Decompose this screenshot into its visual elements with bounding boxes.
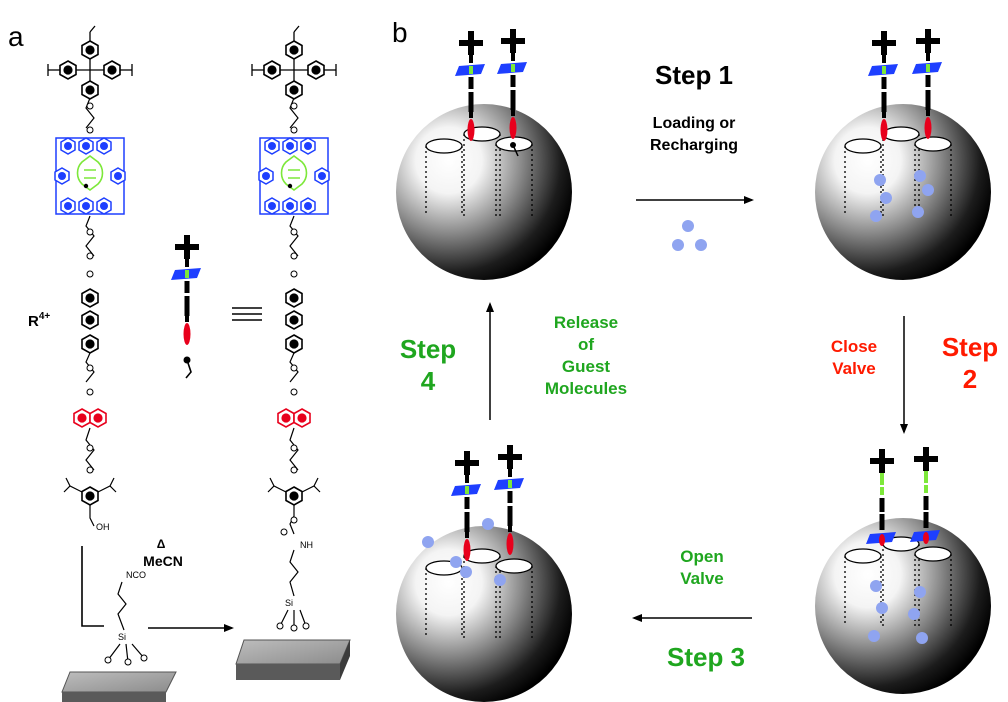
step3-title: Step 3 — [667, 642, 745, 672]
step1-line1: Loading or — [653, 115, 736, 132]
step4-line1: Release — [554, 313, 618, 332]
step2-title-number: 2 — [963, 364, 977, 394]
atom-si-right: Si — [285, 598, 293, 608]
molecule-free-alcohol: OH — [48, 26, 132, 532]
step4-title-word: Step — [400, 334, 456, 364]
step4-line2: of — [578, 335, 594, 354]
step1-title: Step 1 — [655, 60, 733, 90]
step2-line2: Valve — [832, 359, 876, 378]
panel-b-label: b — [392, 17, 408, 48]
surface-isocyanate: NCO Si — [61, 546, 177, 702]
sphere-loaded-closed — [815, 447, 991, 694]
sphere-empty-open — [396, 29, 572, 280]
step3-line2: Valve — [680, 569, 724, 588]
molecule-surface-bound: NH Si — [235, 26, 351, 680]
step3-line1: Open — [680, 547, 723, 566]
step4-title-number: 4 — [421, 366, 436, 396]
rotaxane-cartoon-legend — [171, 235, 262, 379]
step4-line4: Molecules — [545, 379, 627, 398]
step2-title-word: Step — [942, 332, 998, 362]
atom-nh: NH — [300, 540, 313, 550]
atom-nco: NCO — [126, 570, 146, 580]
panel-a-label: a — [8, 21, 24, 52]
atom-oh: OH — [96, 522, 110, 532]
solvent-label: MeCN — [143, 553, 183, 569]
step2-line1: Close — [831, 337, 877, 356]
panel-b: b — [392, 17, 998, 702]
guest-molecules — [672, 220, 707, 251]
delta-symbol: Δ — [157, 537, 166, 551]
atom-si-left: Si — [118, 632, 126, 642]
sphere-releasing-open — [396, 445, 572, 702]
sphere-loaded-open — [815, 29, 991, 280]
r4-label: R4+ — [28, 311, 50, 330]
step4-line3: Guest — [562, 357, 611, 376]
step1-line2: Recharging — [650, 137, 738, 154]
panel-a: a OH — [8, 21, 351, 702]
